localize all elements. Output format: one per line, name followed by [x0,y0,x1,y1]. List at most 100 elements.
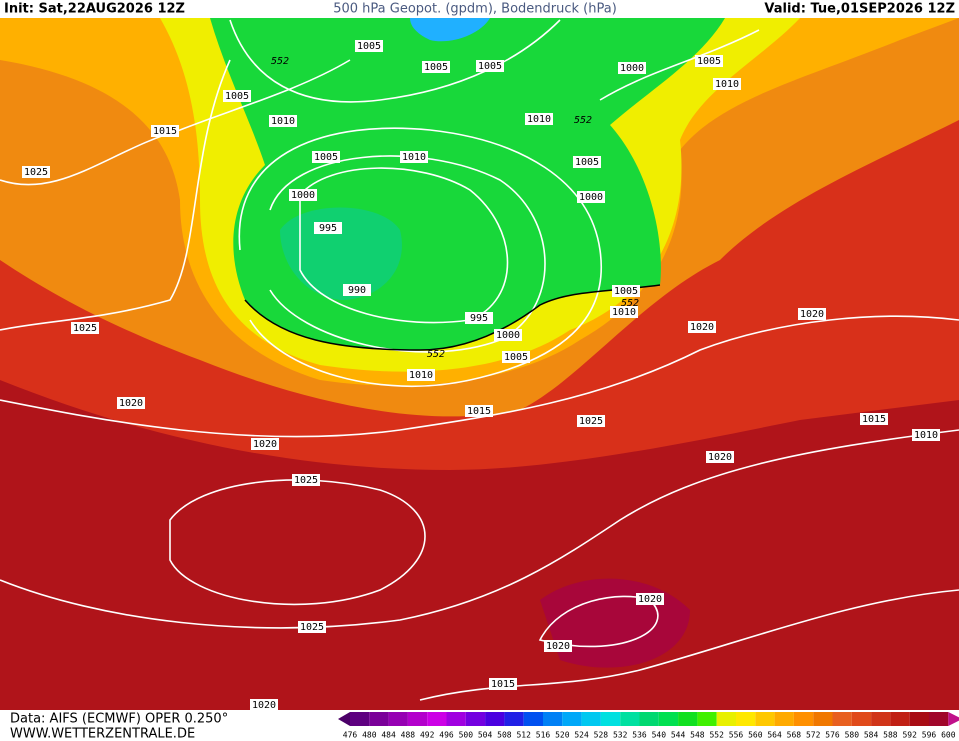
isobar [0,59,231,331]
label-box [489,678,517,690]
label-box [502,351,530,363]
isobar-label: 552 [574,115,592,126]
colorbar-swatch [813,712,833,726]
isobar [238,127,602,387]
isobar-label: 1020 [252,700,276,711]
colorbar-label: 504 [478,731,493,740]
colorbar-label: 500 [459,731,474,740]
colorbar-label: 564 [767,731,782,740]
isobar-label: 1005 [575,157,599,168]
colorbar-label: 592 [902,731,917,740]
isobar-label: 1005 [478,61,502,72]
colorbar-swatch [388,712,408,726]
map-title: 500 hPa Geopot. (gpdm), Bodendruck (hPa) [333,2,617,17]
label-box [292,474,320,486]
isobar [169,479,426,606]
isobar-label: 1020 [253,439,277,450]
colorbar-label: 496 [439,731,454,740]
colorbar-swatch [890,712,910,726]
label-box [343,284,371,296]
colorbar-swatch [407,712,428,726]
colorbar-label: 568 [787,731,802,740]
label-box [269,115,297,127]
isobar-label: 1010 [715,79,739,90]
colorbar-label: 488 [401,731,416,740]
label-box [706,451,734,463]
isobar-label: 1020 [638,594,662,605]
isobar-label: 1010 [271,116,295,127]
colorbar-label: 548 [690,731,705,740]
label-box [223,90,251,102]
colorbar-swatch [736,712,756,726]
colorbar-label: 520 [555,731,570,740]
colorbar-swatch [600,712,621,726]
colorbar-swatch [678,712,698,726]
colorbar-label: 536 [632,731,647,740]
header-bg [0,0,959,18]
isobar-label: 1010 [402,152,426,163]
label-box [422,61,450,73]
colorbar-label: 528 [594,731,609,740]
isobar-label: 1005 [314,152,338,163]
label-box [610,306,638,318]
isobar-label: 552 [271,56,289,67]
field-cyan [410,18,490,42]
data-source: Data: AIFS (ECMWF) OPER 0.250° [10,712,228,727]
colorbar-swatch [581,712,601,726]
colorbar-arrow [338,712,350,726]
label-box [860,413,888,425]
isobar-label: 1020 [708,452,732,463]
label-box [525,113,553,125]
colorbar-label: 484 [381,731,396,740]
isobar-label: 1015 [467,406,491,417]
isobar-label: 1010 [914,430,938,441]
colorbar-swatch [427,712,447,726]
colorbar-label: 476 [343,731,358,740]
isobar-label: 1020 [800,309,824,320]
colorbar-label: 572 [806,731,821,740]
label-box [636,593,664,605]
init-time: Init: Sat,22AUG2026 12Z [4,2,185,17]
isobar-label: 1025 [579,416,603,427]
label-box [577,191,605,203]
colorbar-label: 512 [516,731,531,740]
label-box [713,78,741,90]
isobar-label: 995 [319,223,337,234]
valid-time: Valid: Tue,01SEP2026 12Z [764,2,955,17]
colorbar-label: 588 [883,731,898,740]
isobar-label: 995 [470,313,488,324]
colorbar-swatch [697,712,717,726]
isobar-label: 1005 [614,286,638,297]
colorbar-label: 584 [864,731,879,740]
colorbar-label: 524 [574,731,589,740]
label-box [289,189,317,201]
colorbar: 476 480 484 488 492 496 500 504 508 512 516 520 524 5… [338,712,959,740]
label-box [465,405,493,417]
isobar [599,29,760,101]
label-box [22,166,50,178]
isobar-label: 1005 [225,91,249,102]
field-green-core [280,207,402,300]
label-box [298,621,326,633]
label-box [798,308,826,320]
colorbar-swatch [851,712,872,726]
isobar-label: 1015 [491,679,515,690]
isobar-label: 1010 [409,370,433,381]
label-box [251,438,279,450]
site-name: WWW.WETTERZENTRALE.DE [10,727,195,741]
isobar [0,429,959,629]
colorbar-swatch [832,712,852,726]
isobar-label: 1015 [153,126,177,137]
isobar-label: 1020 [119,398,143,409]
colorbar-swatch [504,712,524,726]
colorbar-swatch [485,712,505,726]
colorbar-swatch [523,712,543,726]
contour-552 [244,284,661,351]
colorbar-swatch [543,712,563,726]
colorbar-label: 580 [845,731,860,740]
label-box [618,62,646,74]
colorbar-swatch [369,712,389,726]
isobar-label: 1005 [357,41,381,52]
